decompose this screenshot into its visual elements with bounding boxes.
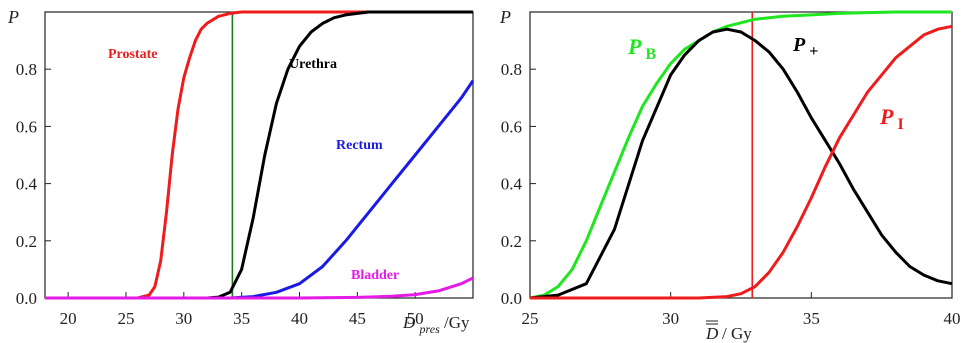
- left-series-line-3: [45, 276, 474, 300]
- left-series-line-1: [45, 10, 473, 300]
- left-y-tick-label: 0.6: [16, 117, 37, 136]
- left-x-axis-title: D pres /Gy: [402, 313, 470, 337]
- label-pi-letter: P: [879, 104, 894, 129]
- left-x-axis-title-unit: /Gy: [444, 313, 470, 332]
- right-y-tick-label: 0.4: [501, 175, 523, 194]
- label-prostate: Prostate: [108, 47, 158, 62]
- label-pb-sub: B: [645, 46, 656, 63]
- label-pi: P I: [879, 104, 904, 133]
- right-y-tick-label: 0.8: [501, 60, 522, 79]
- left-chart: 20 25 30 35 40 45 50 0.0 0.2 0.4 0.6 0.8 P D pres /…: [7, 7, 475, 337]
- right-x-tick-label: 30: [662, 309, 679, 328]
- right-x-tick-label: 40: [944, 309, 961, 328]
- right-x-tick-label: 25: [522, 309, 539, 328]
- right-x-tick-label: 35: [803, 309, 820, 328]
- label-pplus: P +: [792, 34, 818, 60]
- left-y-tick-label: 0.0: [16, 289, 37, 308]
- right-y-tick-label: 0.0: [501, 289, 522, 308]
- right-y-tick-label: 0.2: [501, 232, 522, 251]
- left-x-axis-title-sub: pres: [419, 322, 441, 336]
- right-x-axis-title-unit: / Gy: [722, 324, 752, 343]
- label-rectum: Rectum: [336, 138, 383, 153]
- left-x-tick-label: 20: [60, 309, 77, 328]
- label-bladder: Bladder: [351, 268, 399, 283]
- left-y-tick-label: 0.8: [16, 60, 37, 79]
- label-pplus-sub: +: [809, 43, 818, 60]
- right-x-axis-title-main: D: [705, 324, 719, 343]
- right-series-line-0: [529, 10, 952, 300]
- right-y-axis-title: P: [499, 7, 511, 27]
- left-x-tick-label: 35: [233, 309, 250, 328]
- right-plot-frame: [529, 11, 953, 299]
- left-x-tick-label: 50: [407, 309, 424, 328]
- right-x-axis-title: D / Gy: [705, 320, 752, 343]
- left-y-tick-label: 0.2: [16, 232, 37, 251]
- right-series-line-1: [529, 27, 953, 300]
- left-series-line-0: [45, 10, 473, 300]
- left-y-tick-label: 0.4: [16, 175, 38, 194]
- left-x-tick-label: 40: [291, 309, 308, 328]
- label-pb: P B: [627, 34, 656, 63]
- left-x-tick-label: 30: [175, 309, 192, 328]
- left-x-tick-label: 25: [117, 309, 134, 328]
- right-y-tick-label: 0.6: [501, 117, 522, 136]
- label-pi-sub: I: [897, 116, 903, 133]
- left-y-axis-title: P: [7, 7, 19, 27]
- left-x-tick-label: 45: [349, 309, 366, 328]
- right-chart: 25 30 35 40 0.0 0.2 0.4 0.6 0.8 P D / Gy P B P +…: [499, 7, 961, 343]
- label-pplus-letter: P: [792, 34, 806, 56]
- left-x-axis-title-main: D: [402, 313, 416, 332]
- label-pb-letter: P: [627, 34, 642, 59]
- right-series-line-2: [530, 24, 953, 300]
- label-urethra: Urethra: [289, 57, 337, 72]
